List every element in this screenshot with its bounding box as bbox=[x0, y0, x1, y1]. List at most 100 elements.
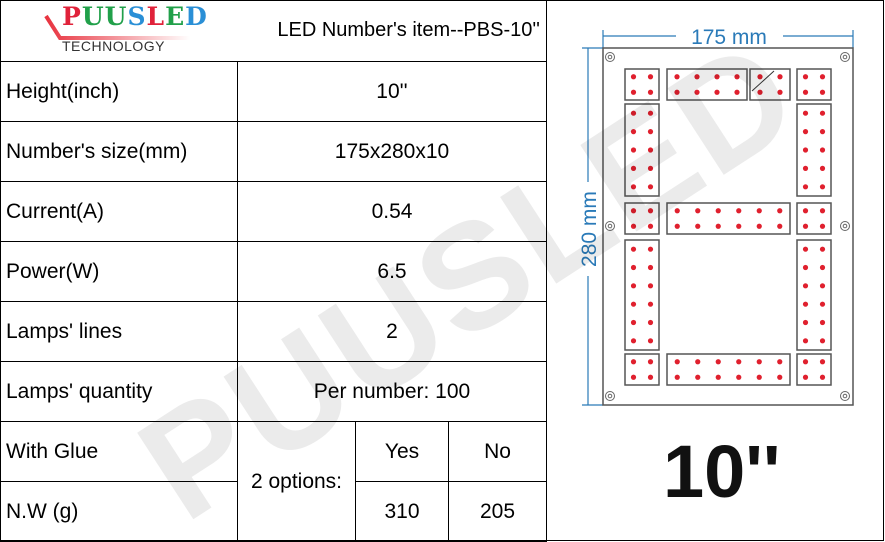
led-lamp bbox=[819, 165, 826, 171]
led-segment bbox=[796, 103, 832, 197]
led-lamp bbox=[630, 147, 637, 153]
size-label: 10'' bbox=[663, 430, 781, 513]
led-lamp bbox=[647, 147, 654, 153]
screw-hole-inner bbox=[842, 223, 848, 229]
led-lamp bbox=[630, 283, 637, 289]
screw-hole-icon bbox=[840, 221, 850, 231]
led-lamp bbox=[802, 129, 809, 135]
led-lamp bbox=[630, 165, 637, 171]
led-lamp bbox=[647, 129, 654, 135]
led-lamp bbox=[757, 74, 763, 80]
led-lamp bbox=[630, 319, 637, 326]
led-lamp bbox=[802, 223, 809, 229]
width-label: 175 mm bbox=[691, 26, 767, 49]
led-lamp bbox=[695, 208, 701, 214]
led-lamp bbox=[630, 359, 637, 365]
logo-letter: S bbox=[127, 2, 147, 31]
spec-label: Power(W) bbox=[0, 242, 238, 302]
screw-hole-inner bbox=[607, 54, 613, 60]
led-lamp bbox=[802, 359, 809, 365]
led-lamp bbox=[777, 208, 783, 214]
led-lamp bbox=[647, 359, 654, 365]
led-lamp bbox=[674, 74, 680, 80]
led-lamp bbox=[819, 359, 826, 365]
led-lamp bbox=[647, 374, 654, 380]
led-lamp bbox=[694, 74, 700, 80]
led-lamp bbox=[819, 184, 826, 190]
led-lamp bbox=[802, 89, 809, 95]
led-segment bbox=[624, 68, 660, 101]
logo-letter: D bbox=[185, 2, 208, 31]
spec-value: 0.54 bbox=[238, 182, 547, 242]
logo-letter: P bbox=[62, 2, 82, 31]
glue-yes-header: Yes bbox=[356, 422, 449, 482]
spec-value: 10'' bbox=[238, 62, 547, 122]
led-lamp bbox=[674, 223, 680, 229]
led-lamp bbox=[695, 359, 701, 365]
logo: PUUSLED TECHNOLOGY bbox=[0, 0, 238, 62]
led-lamp bbox=[630, 264, 637, 271]
logo-brand: PUUSLED bbox=[62, 2, 208, 31]
led-lamp bbox=[734, 89, 740, 95]
led-segment bbox=[624, 353, 660, 386]
led-lamp bbox=[734, 74, 740, 80]
led-lamp bbox=[694, 89, 700, 95]
logo-letter: L bbox=[146, 2, 166, 31]
led-lamp bbox=[647, 184, 654, 190]
logo-subtitle: TECHNOLOGY bbox=[62, 38, 166, 54]
screw-hole-icon bbox=[605, 52, 615, 62]
logo-swoosh bbox=[44, 14, 190, 40]
led-lamp bbox=[647, 338, 654, 344]
led-lamp bbox=[756, 223, 762, 229]
screw-hole-icon bbox=[840, 52, 850, 62]
led-lamp bbox=[777, 89, 783, 95]
glue-label: With Glue bbox=[0, 422, 238, 482]
led-segment bbox=[666, 353, 791, 386]
led-lamp bbox=[630, 338, 637, 344]
led-lamp bbox=[819, 110, 826, 116]
led-lamp bbox=[736, 208, 742, 214]
led-segment bbox=[796, 239, 832, 351]
width-dimension bbox=[602, 30, 854, 48]
led-lamp bbox=[802, 264, 809, 271]
spec-value: 175x280x10 bbox=[238, 122, 547, 182]
led-lamp bbox=[819, 319, 826, 326]
led-lamp bbox=[630, 129, 637, 135]
led-lamp bbox=[802, 74, 809, 80]
led-lamp bbox=[777, 374, 783, 380]
height-label: 280 mm bbox=[578, 191, 601, 267]
led-segment bbox=[796, 202, 832, 235]
led-segment bbox=[666, 202, 791, 235]
led-segment bbox=[624, 103, 660, 197]
led-segment bbox=[749, 68, 791, 101]
spec-value: Per number: 100 bbox=[238, 362, 547, 422]
led-lamp bbox=[630, 184, 637, 190]
glue-no-header: No bbox=[449, 422, 547, 482]
spec-value: 6.5 bbox=[238, 242, 547, 302]
led-lamp bbox=[714, 74, 720, 80]
led-lamp bbox=[715, 374, 721, 380]
title: LED Number's item--PBS-10'' bbox=[238, 0, 547, 62]
led-lamp bbox=[630, 89, 637, 95]
led-lamp bbox=[674, 359, 680, 365]
led-lamp bbox=[714, 89, 720, 95]
led-segment bbox=[796, 353, 832, 386]
led-lamp bbox=[647, 264, 654, 271]
led-lamp bbox=[647, 165, 654, 171]
screw-hole-inner bbox=[842, 393, 848, 399]
led-lamp bbox=[819, 147, 826, 153]
led-segment bbox=[624, 239, 660, 351]
led-lamp bbox=[777, 74, 783, 80]
led-lamp bbox=[756, 374, 762, 380]
screw-hole-inner bbox=[842, 54, 848, 60]
led-lamp bbox=[819, 374, 826, 380]
led-lamp bbox=[647, 319, 654, 326]
led-lamp bbox=[802, 246, 809, 252]
led-lamp bbox=[757, 89, 763, 95]
screw-hole-icon bbox=[605, 391, 615, 401]
led-lamp bbox=[819, 208, 826, 214]
screw-hole-icon bbox=[840, 391, 850, 401]
led-lamp bbox=[647, 208, 654, 214]
led-lamp bbox=[715, 359, 721, 365]
led-lamp bbox=[695, 374, 701, 380]
